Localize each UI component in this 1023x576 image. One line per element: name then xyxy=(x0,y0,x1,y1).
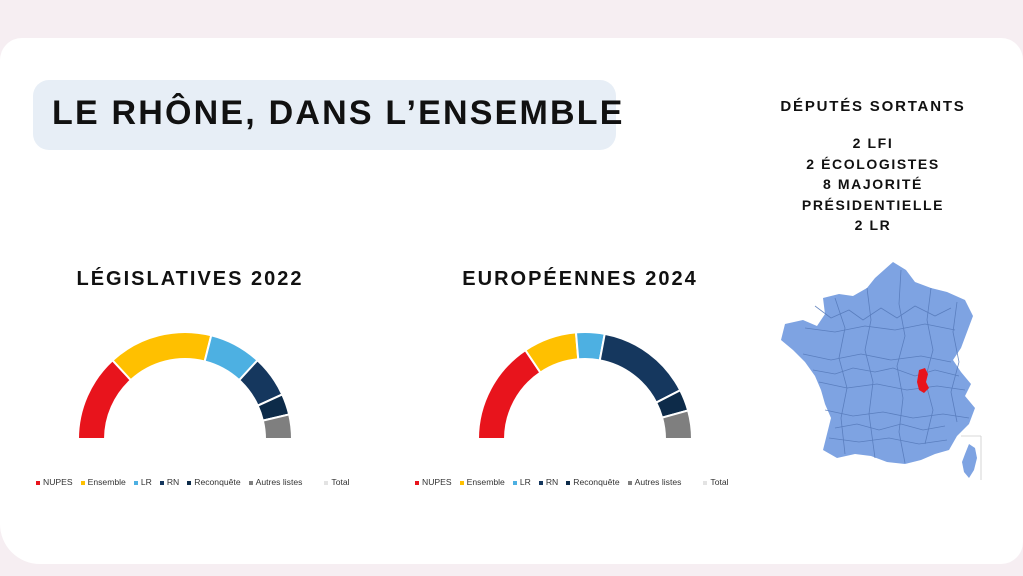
legend-label: NUPES xyxy=(422,477,452,487)
legend-swatch xyxy=(627,480,632,485)
legend-label: Autres listes xyxy=(255,477,303,487)
deputes-item: 2 LFI xyxy=(852,135,894,151)
legend-label: Reconquête xyxy=(194,477,241,487)
legend-swatch xyxy=(324,480,329,485)
legend-swatch xyxy=(187,480,192,485)
deputes-list: 2 LFI 2 ÉCOLOGISTES 8 MAJORITÉ PRÉSIDENT… xyxy=(758,133,988,236)
legend-item: Ensemble xyxy=(80,477,126,487)
title-box xyxy=(33,80,616,150)
legend-swatch xyxy=(703,480,708,485)
legend-europeennes-2024: NUPES Ensemble LR RN Reconquête Autres listes… xyxy=(415,477,737,487)
legend-label: LR xyxy=(519,477,531,487)
legend-swatch xyxy=(80,480,85,485)
deputes-item: 2 ÉCOLOGISTES xyxy=(806,155,940,172)
deputes-item: 2 LR xyxy=(854,217,892,233)
legend-swatch xyxy=(159,480,164,485)
legend-swatch xyxy=(415,480,419,485)
legend-item: Autres listes xyxy=(248,477,303,487)
deputes-item: 8 MAJORITÉ xyxy=(822,176,923,192)
legend-label: LR xyxy=(140,477,152,487)
chart-title-europeennes: EUROPÉENNES 2024 xyxy=(462,268,698,290)
legend-label: Total xyxy=(331,477,350,487)
legend-item: Ensemble xyxy=(459,477,505,487)
legend-swatch xyxy=(36,480,40,485)
legend-swatch xyxy=(512,480,517,485)
legend-item: NUPES xyxy=(36,477,73,487)
legend-label: Autres listes xyxy=(634,477,682,487)
chart-title-legislatives: LÉGISLATIVES 2022 xyxy=(76,268,304,290)
deputes-title: DÉPUTÉS SORTANTS xyxy=(780,98,966,115)
chart-legislatives-2022 xyxy=(76,331,294,440)
legend-label: Reconquête xyxy=(573,477,620,487)
legend-label: RN xyxy=(166,477,180,487)
legend-label: Ensemble xyxy=(87,477,126,487)
legend-label: Ensemble xyxy=(466,477,505,487)
legend-swatch xyxy=(248,480,253,485)
legend-label: RN xyxy=(545,477,559,487)
slice-autreslistes xyxy=(261,413,294,440)
rhone-highlight xyxy=(917,368,929,393)
legend-label: Total xyxy=(710,477,729,487)
deputes-item: PRÉSIDENTIELLE xyxy=(801,196,945,213)
legend-item: Autres listes xyxy=(627,477,682,487)
legend-item: Reconquête xyxy=(566,477,620,487)
legend-item: LR xyxy=(133,477,152,487)
page-title: LE RHÔNE, DANS L’ENSEMBLE xyxy=(52,94,625,132)
france-mainland xyxy=(781,262,975,464)
legend-item: RN xyxy=(538,477,559,487)
legend-item: RN xyxy=(159,477,180,487)
slice-rn xyxy=(598,332,682,404)
legend-swatch xyxy=(566,480,571,485)
france-departments-map-icon xyxy=(781,262,982,480)
corsica xyxy=(962,444,977,478)
legend-item: Total xyxy=(703,477,729,487)
legend-item: Reconquête xyxy=(187,477,241,487)
legend-swatch xyxy=(459,480,464,485)
legend-swatch xyxy=(538,480,543,485)
legend-label: NUPES xyxy=(43,477,73,487)
legend-item: Total xyxy=(324,477,350,487)
legend-swatch xyxy=(133,480,138,485)
legend-legislatives-2022: NUPES Ensemble LR RN Reconquête Autres listes… xyxy=(36,477,358,487)
chart-europeennes-2024 xyxy=(476,331,694,440)
slice-nupes xyxy=(476,348,542,440)
legend-item: LR xyxy=(512,477,531,487)
slice-autreslistes xyxy=(660,409,694,440)
slice-ensemble xyxy=(111,331,213,382)
legend-item: NUPES xyxy=(415,477,452,487)
